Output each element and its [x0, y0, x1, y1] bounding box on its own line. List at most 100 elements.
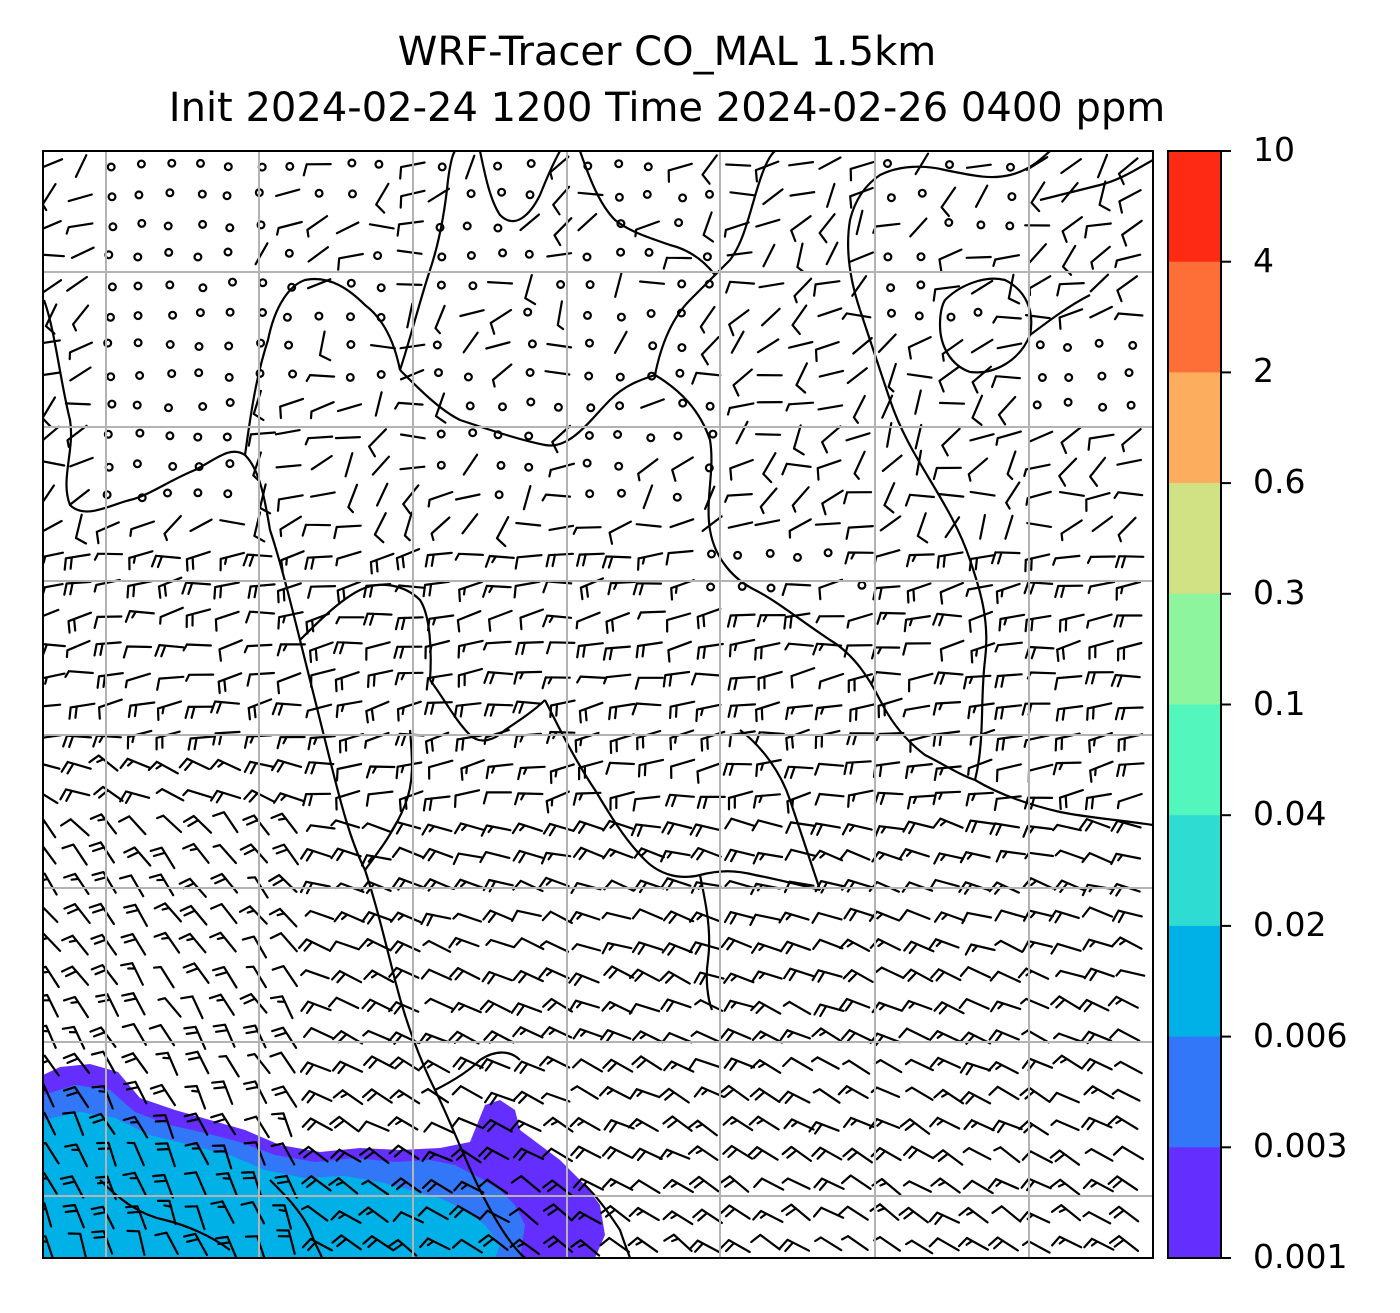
- wind-barb: [933, 852, 965, 865]
- wind-barb: [43, 642, 66, 657]
- wind-barb: [902, 968, 934, 983]
- wind-barb: [662, 1178, 694, 1194]
- calm-wind-marker: [616, 312, 626, 322]
- wind-barb: [1060, 519, 1083, 542]
- wind-barb: [898, 1027, 930, 1041]
- calm-wind-marker: [133, 281, 143, 291]
- wind-barb: [124, 672, 151, 689]
- wind-barb: [971, 394, 984, 426]
- wind-barb: [609, 791, 635, 811]
- wind-barb: [512, 879, 544, 893]
- wind-barb: [396, 700, 422, 722]
- wind-barb: [719, 1204, 751, 1220]
- wind-barb: [390, 821, 422, 835]
- wind-barb: [1116, 458, 1142, 466]
- wind-barb: [331, 1234, 362, 1251]
- wind-barb: [723, 221, 750, 238]
- wind-barb: [994, 704, 1023, 721]
- wind-barb: [748, 1115, 780, 1131]
- wind-barb: [779, 1029, 811, 1041]
- wind-barb: [458, 580, 483, 603]
- wind-barb: [479, 851, 511, 864]
- wind-barb: [213, 581, 240, 600]
- wind-barb: [1116, 792, 1143, 810]
- wind-barb: [215, 1172, 238, 1197]
- wind-barb: [940, 186, 957, 218]
- wind-barb: [905, 763, 933, 779]
- wind-barb: [298, 1145, 329, 1163]
- wind-barb: [902, 642, 932, 656]
- wind-barb: [272, 843, 299, 866]
- wind-barb: [725, 163, 752, 167]
- wind-barb: [219, 519, 246, 526]
- wind-barb: [478, 1234, 509, 1251]
- wind-barb: [543, 1116, 574, 1133]
- wind-barb: [480, 824, 512, 837]
- wind-barb: [62, 995, 89, 1019]
- wind-barb: [811, 1027, 843, 1043]
- wind-barb: [722, 1144, 754, 1160]
- wind-barb: [811, 911, 843, 924]
- wind-barb: [519, 213, 540, 232]
- wind-barb: [727, 675, 756, 691]
- calm-wind-marker: [614, 192, 624, 202]
- wind-barb: [637, 758, 665, 778]
- calm-wind-marker: [436, 460, 446, 470]
- wind-barb: [91, 871, 117, 894]
- wind-barb: [1049, 1149, 1081, 1166]
- calm-wind-marker: [1007, 192, 1017, 202]
- wind-barb: [727, 703, 757, 718]
- calm-wind-marker: [165, 431, 175, 441]
- wind-barb: [553, 217, 573, 247]
- wind-barb: [887, 362, 897, 393]
- wind-barb: [785, 401, 815, 412]
- wind-barb: [1054, 584, 1084, 599]
- wind-barb: [389, 1089, 421, 1105]
- calm-wind-marker: [103, 338, 113, 348]
- wind-barb: [662, 670, 691, 688]
- wind-barb: [184, 1084, 207, 1110]
- wind-barb: [755, 433, 782, 436]
- wind-barb: [1058, 491, 1085, 497]
- wind-barb: [335, 221, 360, 235]
- wind-barb: [149, 846, 176, 870]
- wind-barb: [818, 672, 845, 690]
- wind-barb: [422, 939, 452, 953]
- wind-barb: [59, 1175, 85, 1199]
- wind-barb: [784, 848, 816, 861]
- wind-barb: [129, 520, 156, 537]
- calm-wind-marker: [314, 311, 324, 321]
- calm-wind-marker: [108, 222, 118, 232]
- wind-barb: [1029, 430, 1054, 443]
- wind-barb: [243, 1080, 268, 1104]
- wind-barb: [821, 489, 844, 516]
- map-frame: [42, 150, 1154, 1259]
- wind-barb: [69, 456, 94, 468]
- wind-barb: [914, 389, 922, 415]
- wind-barb: [330, 1210, 362, 1224]
- wind-barb: [363, 1055, 395, 1069]
- wind-barb: [875, 966, 905, 979]
- calm-wind-marker: [494, 490, 504, 500]
- wind-barb: [631, 702, 662, 716]
- wind-barb: [839, 938, 871, 952]
- wind-barb: [43, 371, 62, 377]
- wind-barb: [847, 789, 874, 808]
- wind-barb: [909, 217, 928, 238]
- wind-barb: [347, 483, 359, 514]
- wind-barb: [898, 1206, 929, 1224]
- wind-barb: [779, 1090, 811, 1104]
- wind-barb: [669, 729, 695, 751]
- wind-barb: [242, 553, 273, 567]
- wind-barb: [873, 549, 901, 565]
- wind-barb: [723, 1057, 756, 1071]
- wind-barb: [1082, 1211, 1112, 1225]
- wind-barb: [241, 935, 268, 959]
- wind-barb: [452, 1056, 484, 1070]
- wind-barb: [841, 879, 873, 893]
- wind-barb: [752, 851, 784, 865]
- wind-barb: [276, 643, 306, 657]
- calm-wind-marker: [493, 430, 503, 440]
- wind-barb: [121, 992, 146, 1016]
- colorbar-tick-label: 10: [1253, 130, 1295, 169]
